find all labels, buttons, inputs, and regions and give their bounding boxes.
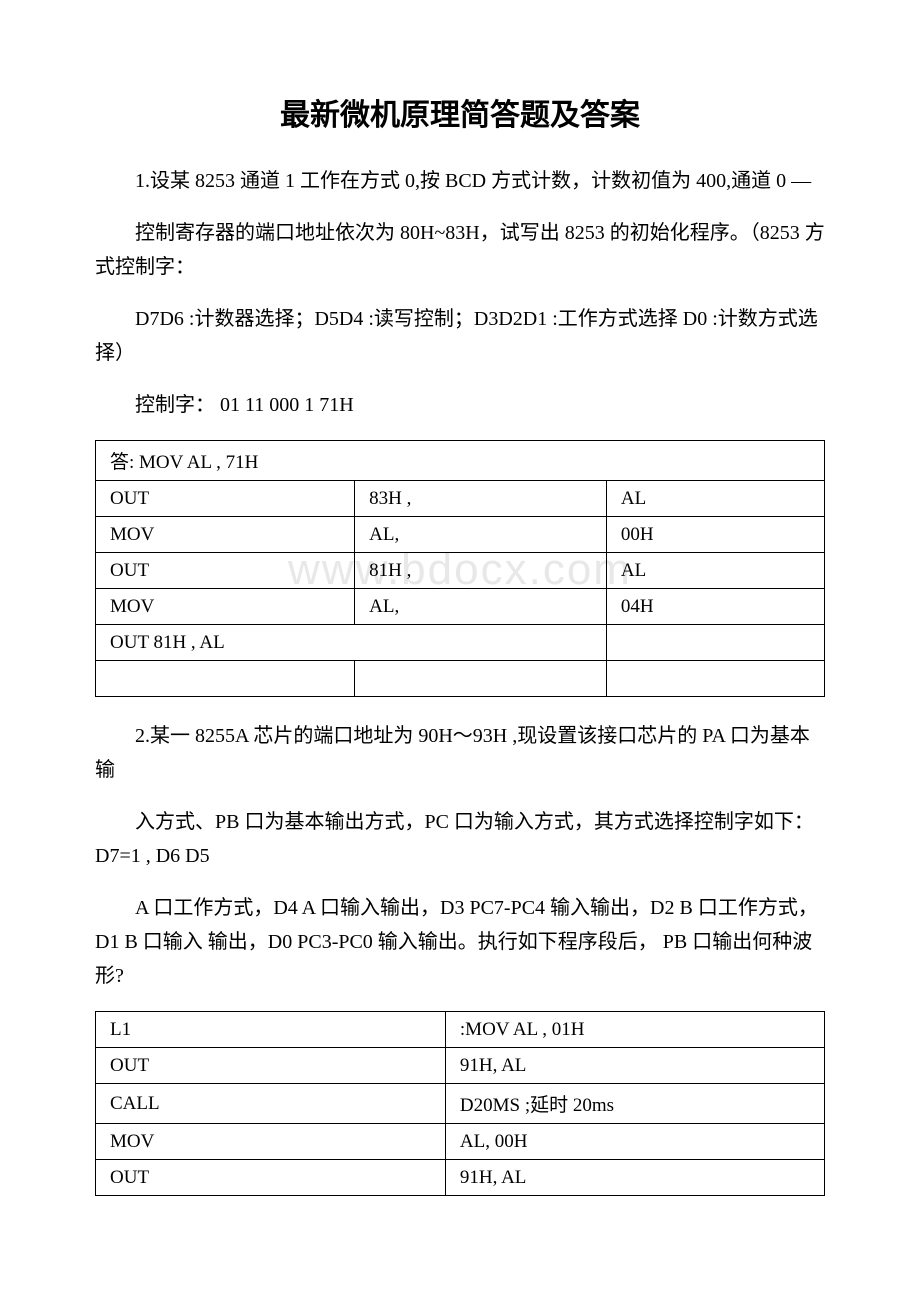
table-cell: MOV xyxy=(96,517,355,553)
paragraph-3: D7D6 :计数器选择；D5D4 :读写控制；D3D2D1 :工作方式选择 D0… xyxy=(95,302,825,370)
table-cell: AL xyxy=(606,481,824,517)
paragraph-5: 2.某一 8255A 芯片的端口地址为 90H～93H ,现设置该接口芯片的 P… xyxy=(95,719,825,787)
paragraph-1: 1.设某 8253 通道 1 工作在方式 0,按 BCD 方式计数，计数初值为 … xyxy=(95,164,825,198)
table-cell: OUT 81H , AL xyxy=(96,625,607,661)
table-cell xyxy=(96,661,355,697)
table-row: OUT 81H , AL xyxy=(96,625,825,661)
table-cell: 91H, AL xyxy=(445,1048,824,1084)
table-cell xyxy=(606,661,824,697)
table-row: 答: MOV AL , 71H xyxy=(96,441,825,481)
paragraph-4: 控制字： 01 11 000 1 71H xyxy=(95,388,825,422)
table-cell: L1 xyxy=(96,1012,446,1048)
table-cell: 04H xyxy=(606,589,824,625)
table-cell: AL, 00H xyxy=(445,1124,824,1160)
table-row xyxy=(96,661,825,697)
table-cell: MOV xyxy=(96,1124,446,1160)
table-row: OUT 83H , AL xyxy=(96,481,825,517)
table-row: OUT 91H, AL xyxy=(96,1160,825,1196)
table-row: OUT 91H, AL xyxy=(96,1048,825,1084)
paragraph-6: 入方式、PB 口为基本输出方式，PC 口为输入方式，其方式选择控制字如下： D7… xyxy=(95,805,825,873)
table-cell: :MOV AL , 01H xyxy=(445,1012,824,1048)
table-cell: AL, xyxy=(355,589,607,625)
table-cell: OUT xyxy=(96,553,355,589)
table-cell: 83H , xyxy=(355,481,607,517)
table-row: CALL D20MS ;延时 20ms xyxy=(96,1084,825,1124)
paragraph-2: 控制寄存器的端口地址依次为 80H~83H，试写出 8253 的初始化程序。（8… xyxy=(95,216,825,284)
table-cell: OUT xyxy=(96,1048,446,1084)
table-cell: 81H , xyxy=(355,553,607,589)
table-cell xyxy=(355,661,607,697)
code-table-1: 答: MOV AL , 71H OUT 83H , AL MOV AL, 00H… xyxy=(95,440,825,697)
paragraph-7: A 口工作方式，D4 A 口输入输出，D3 PC7-PC4 输入输出，D2 B … xyxy=(95,891,825,993)
table-cell: AL xyxy=(606,553,824,589)
table-cell: OUT xyxy=(96,1160,446,1196)
table-row: MOV AL, 04H xyxy=(96,589,825,625)
table-row: OUT 81H , AL xyxy=(96,553,825,589)
document-content: 最新微机原理简答题及答案 1.设某 8253 通道 1 工作在方式 0,按 BC… xyxy=(95,90,825,1196)
document-title: 最新微机原理简答题及答案 xyxy=(95,90,825,134)
table-cell xyxy=(606,625,824,661)
table-cell: D20MS ;延时 20ms xyxy=(445,1084,824,1124)
table-cell: OUT xyxy=(96,481,355,517)
table-cell: MOV xyxy=(96,589,355,625)
table-row: L1 :MOV AL , 01H xyxy=(96,1012,825,1048)
table-row: MOV AL, 00H xyxy=(96,1124,825,1160)
code-table-2: L1 :MOV AL , 01H OUT 91H, AL CALL D20MS … xyxy=(95,1011,825,1196)
table-cell: AL, xyxy=(355,517,607,553)
table-cell: CALL xyxy=(96,1084,446,1124)
table-cell: 00H xyxy=(606,517,824,553)
table-cell: 答: MOV AL , 71H xyxy=(96,441,825,481)
table-row: MOV AL, 00H xyxy=(96,517,825,553)
table-cell: 91H, AL xyxy=(445,1160,824,1196)
